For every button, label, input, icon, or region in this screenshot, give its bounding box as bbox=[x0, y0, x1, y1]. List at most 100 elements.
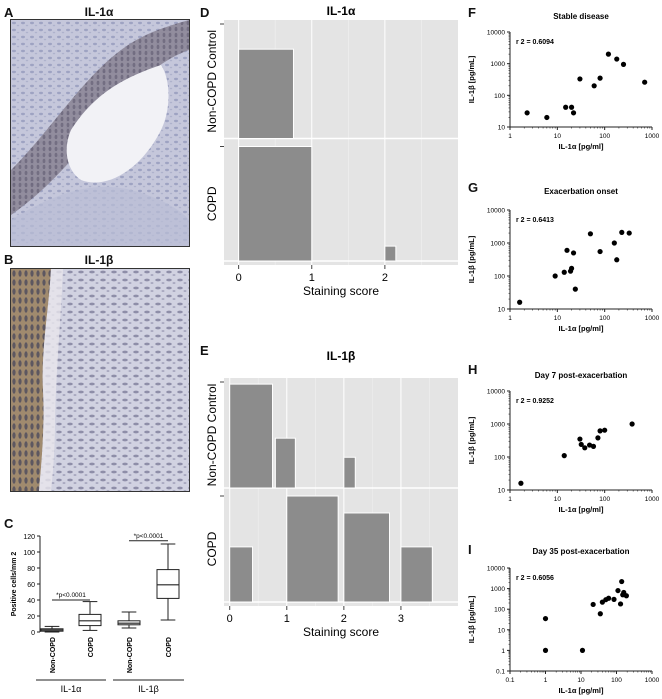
panel-letter-f: F bbox=[468, 5, 476, 20]
y-tick-label: 10 bbox=[498, 488, 506, 495]
x-tick-label: 2 bbox=[382, 272, 388, 284]
x-tick-label: 10 bbox=[577, 677, 585, 684]
y-tick-label: 0 bbox=[31, 630, 35, 637]
scatter-point bbox=[568, 265, 575, 271]
y-tick-label: 10 bbox=[498, 125, 506, 132]
chart-title: Day 35 post-exacerbation bbox=[533, 547, 630, 556]
x-tick-label: 1 bbox=[508, 133, 512, 140]
x-tick-label: 10 bbox=[554, 496, 562, 503]
scatter-point bbox=[614, 257, 620, 263]
micrograph-a-title: IL-1α bbox=[84, 5, 114, 19]
x-tick-label: 3 bbox=[398, 613, 404, 625]
scatter-point bbox=[590, 443, 597, 449]
panel-letter-b: B bbox=[4, 252, 14, 267]
y-axis-label: IL-1β [pg/mL] bbox=[467, 55, 476, 103]
histogram-bar bbox=[229, 383, 274, 489]
scatter-point bbox=[595, 435, 601, 441]
scatter-point bbox=[572, 286, 578, 292]
x-tick-label: 10 bbox=[554, 315, 562, 322]
micrograph-il1a-image bbox=[10, 19, 190, 247]
y-tick-label: 100 bbox=[494, 455, 505, 462]
micrograph-b-title: IL-1β bbox=[84, 253, 114, 267]
micrograph-il1b-image bbox=[10, 268, 190, 492]
panel-letter-g: G bbox=[468, 180, 479, 195]
row-label: COPD bbox=[205, 186, 219, 221]
x-tick-label: 100 bbox=[599, 133, 610, 140]
x-axis-label: IL-1α [pg/ml] bbox=[558, 142, 604, 151]
box-iqr bbox=[78, 613, 102, 627]
y-tick-label: 1000 bbox=[491, 422, 506, 429]
category-label: COPD bbox=[166, 637, 173, 657]
histogram-bar bbox=[274, 437, 296, 489]
chart-e-histogram: IL-1β Non-COPD Control COPD 0 1 2 3 Staining sc… bbox=[205, 349, 458, 639]
scatter-point bbox=[577, 76, 583, 82]
r-squared-label: r 2 = 0.6413 bbox=[516, 217, 554, 224]
scatter-point bbox=[629, 421, 635, 427]
y-tick-label: 40 bbox=[27, 598, 35, 605]
y-tick-label: 1000 bbox=[491, 61, 506, 68]
scatter-point bbox=[587, 231, 594, 237]
scatter-point bbox=[605, 51, 612, 57]
scatter-point bbox=[561, 269, 567, 275]
x-axis-label: Staining score bbox=[303, 284, 379, 298]
chart-title: Day 7 post-exacerbation bbox=[535, 371, 628, 380]
x-tick-label: 1000 bbox=[645, 133, 660, 140]
x-tick-label: 0.1 bbox=[505, 677, 514, 684]
scatter-point bbox=[597, 75, 603, 81]
y-tick-label: 10000 bbox=[487, 566, 505, 573]
panel-letter-d: D bbox=[200, 5, 210, 20]
x-tick-label: 1000 bbox=[645, 315, 660, 322]
scatter-point bbox=[568, 104, 575, 110]
scatter-point bbox=[611, 240, 617, 246]
x-tick-label: 10 bbox=[554, 133, 562, 140]
y-tick-label: 1000 bbox=[491, 586, 506, 593]
scatter-point bbox=[602, 427, 608, 433]
histogram-bar bbox=[238, 146, 313, 262]
x-tick-label: 100 bbox=[599, 496, 610, 503]
x-tick-label: 0 bbox=[236, 272, 242, 284]
r-squared-label: r 2 = 0.9252 bbox=[516, 398, 554, 405]
y-tick-label: 120 bbox=[23, 534, 35, 541]
scatter-point bbox=[582, 445, 588, 451]
y-axis-label: IL-1β [pg/mL] bbox=[467, 416, 476, 464]
y-axis-label: IL-1β [pg/mL] bbox=[467, 595, 476, 643]
scatter-point bbox=[542, 615, 549, 622]
y-tick-label: 100 bbox=[23, 550, 35, 557]
histogram-bar bbox=[286, 495, 339, 603]
panel-letter-c: C bbox=[4, 516, 14, 531]
x-tick-label: 1 bbox=[544, 677, 548, 684]
x-axis-label: Staining score bbox=[303, 625, 379, 639]
histogram-bar bbox=[400, 546, 433, 603]
scatter-point bbox=[564, 247, 570, 253]
scatter-point bbox=[614, 56, 620, 62]
scatter-point bbox=[615, 587, 621, 594]
y-tick-label: 10000 bbox=[487, 389, 505, 396]
y-tick-label: 100 bbox=[494, 274, 505, 281]
scatter-point bbox=[606, 595, 612, 601]
chart-i-scatter: Day 35 post-exacerbation0.11101001000100… bbox=[467, 547, 660, 695]
scatter-point bbox=[517, 299, 523, 305]
scatter-point bbox=[563, 104, 569, 110]
y-tick-label: 20 bbox=[27, 614, 35, 621]
scatter-point bbox=[617, 601, 624, 607]
y-tick-label: 10 bbox=[498, 627, 506, 634]
x-axis-label: IL-1α [pg/ml] bbox=[558, 505, 604, 514]
group-label: IL-1β bbox=[138, 684, 159, 694]
scatter-point bbox=[579, 647, 586, 653]
micrograph-il1b-drawing bbox=[11, 269, 189, 491]
chart-title: Stable disease bbox=[553, 12, 609, 21]
scatter-point bbox=[626, 230, 632, 236]
box-iqr bbox=[156, 569, 180, 599]
y-tick-label: 10000 bbox=[487, 30, 505, 37]
scatter-point bbox=[542, 647, 549, 653]
scatter-point bbox=[590, 601, 596, 608]
histogram-bar bbox=[384, 245, 397, 262]
x-axis-label: IL-1α [pg/ml] bbox=[558, 324, 604, 333]
y-tick-label: 80 bbox=[27, 566, 35, 573]
scatter-point bbox=[620, 61, 627, 67]
x-tick-label: 1 bbox=[508, 315, 512, 322]
x-tick-label: 1 bbox=[284, 613, 290, 625]
scatter-point bbox=[518, 480, 524, 486]
y-tick-label: 100 bbox=[494, 93, 505, 100]
